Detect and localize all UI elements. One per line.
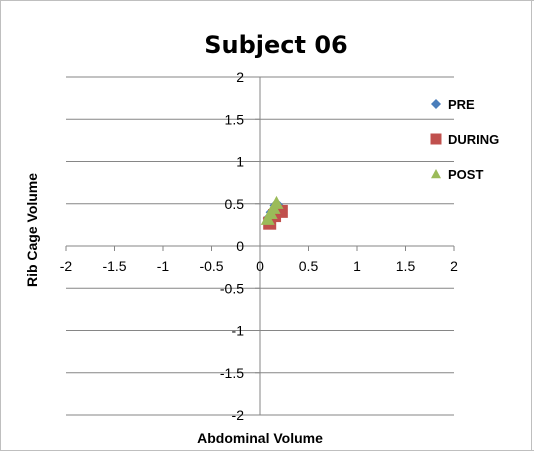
y-tick-label: 0 bbox=[236, 238, 244, 254]
x-tick-label: -1 bbox=[157, 258, 170, 274]
y-tick-label: -2 bbox=[232, 407, 245, 423]
x-tick-label: 0.5 bbox=[299, 258, 319, 274]
x-tick-label: -2 bbox=[60, 258, 73, 274]
legend-marker-during bbox=[430, 133, 442, 145]
x-tick-label: 1.5 bbox=[396, 258, 416, 274]
y-tick-labels: -2 -1.5 -1 -0.5 0 0.5 1 1.5 2 bbox=[220, 69, 244, 423]
data-points bbox=[260, 195, 288, 230]
x-tick-label: -1.5 bbox=[102, 258, 126, 274]
x-axis-title: Abdominal Volume bbox=[197, 430, 323, 446]
y-tick-label: 1.5 bbox=[225, 111, 245, 127]
chart-title: Subject 06 bbox=[204, 31, 348, 59]
y-tick-label: 0.5 bbox=[225, 196, 245, 212]
data-point-post bbox=[269, 195, 284, 209]
axes bbox=[65, 76, 455, 416]
y-tick-label: 1 bbox=[236, 154, 244, 170]
x-tick-label: 0 bbox=[256, 258, 264, 274]
y-tick-label: 2 bbox=[236, 69, 244, 85]
x-tick-label: -0.5 bbox=[199, 258, 223, 274]
y-tick-label: -0.5 bbox=[220, 280, 244, 296]
y-tick-label: -1.5 bbox=[220, 365, 244, 381]
legend: PRE DURING POST bbox=[430, 97, 499, 182]
legend-label-during: DURING bbox=[448, 132, 499, 147]
y-tick-label: -1 bbox=[232, 323, 245, 339]
frame-right-edge bbox=[531, 0, 532, 451]
legend-label-post: POST bbox=[448, 167, 483, 182]
legend-marker-post bbox=[431, 169, 441, 179]
y-axis-title: Rib Cage Volume bbox=[24, 173, 40, 287]
legend-label-pre: PRE bbox=[448, 97, 475, 112]
x-tick-labels: -2 -1.5 -1 -0.5 0 0.5 1 1.5 2 bbox=[60, 258, 458, 274]
x-tick-label: 1 bbox=[353, 258, 361, 274]
x-tick-label: 2 bbox=[450, 258, 458, 274]
legend-marker-pre bbox=[431, 99, 441, 109]
